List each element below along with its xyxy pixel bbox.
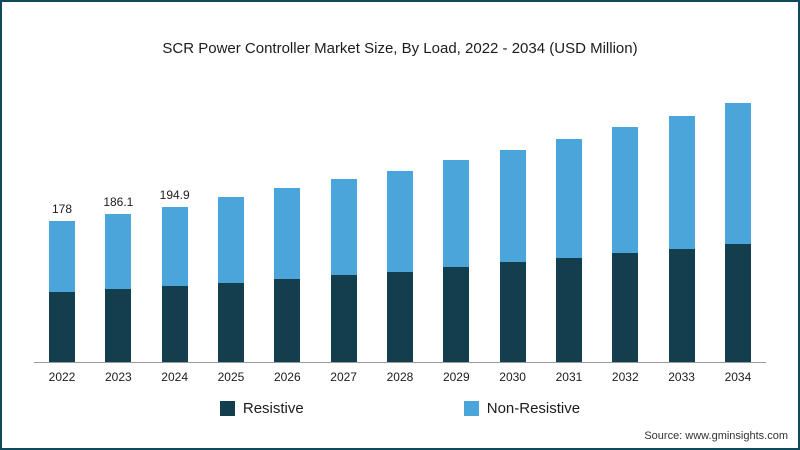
bar-2032 [603,92,647,362]
resistive-segment [161,286,188,362]
non-resistive-segment [217,197,244,283]
plot-area: 178 186.1 194.9 [34,92,766,363]
bar-2024: 194.9 [153,92,197,362]
resistive-segment [330,275,357,362]
non-resistive-segment [274,188,301,279]
bar-2033 [660,92,704,362]
resistive-segment [724,244,751,362]
chart-title: SCR Power Controller Market Size, By Loa… [162,40,638,57]
x-axis-line [34,362,766,363]
resistive-segment [217,283,244,362]
resistive-segment [443,267,470,362]
resistive-segment [386,272,413,362]
resistive-swatch [219,401,235,416]
non-resistive-segment [386,171,413,272]
legend: Resistive Non-Resistive [2,400,798,417]
bar-2034 [716,92,760,362]
bar-2030 [491,92,535,362]
bar-2029 [434,92,478,362]
non-resistive-swatch [463,401,479,416]
non-resistive-segment [612,127,639,253]
bar-2025 [209,92,253,362]
non-resistive-segment [668,116,695,249]
x-tick-2023: 2023 [104,370,132,384]
bar-value-label: 186.1 [103,195,134,209]
bar-2026 [265,92,309,362]
x-tick-2031: 2031 [555,370,583,384]
non-resistive-segment [555,139,582,258]
x-tick-2028: 2028 [386,370,414,384]
resistive-segment [49,292,75,362]
x-tick-2024: 2024 [161,370,188,384]
x-tick-2030: 2030 [499,370,526,384]
bar-2023: 186.1 [96,92,140,362]
non-resistive-segment [443,160,470,267]
resistive-segment [668,249,695,362]
resistive-segment [105,289,132,362]
non-resistive-segment [330,179,357,275]
x-tick-2029: 2029 [442,370,470,384]
bar-2028 [378,92,422,362]
non-resistive-segment [105,214,132,289]
resistive-segment [612,253,639,362]
legend-item-resistive: Resistive [219,400,304,417]
x-tick-2033: 2033 [668,370,695,384]
x-tick-2022: 2022 [48,370,76,384]
bar-value-label: 194.9 [159,188,190,202]
resistive-segment [499,262,526,362]
x-tick-2027: 2027 [330,370,357,384]
legend-item-non-resistive: Non-Resistive [463,400,581,417]
bar-value-label: 178 [51,202,73,216]
x-axis-labels: 2022 2023 2024 2025 2026 2027 2028 2029 2030 2031… [40,370,760,384]
bar-2022: 178 [40,92,84,362]
resistive-segment [274,279,301,362]
bars-container: 178 186.1 194.9 [40,92,760,362]
x-tick-2032: 2032 [611,370,639,384]
non-resistive-segment [49,221,75,292]
x-tick-2025: 2025 [217,370,245,384]
legend-label-resistive: Resistive [242,400,304,417]
source-text: Source: www.gminsights.com [644,430,788,442]
bar-2027 [322,92,366,362]
resistive-segment [555,258,582,362]
legend-label-non-resistive: Non-Resistive [486,400,581,417]
non-resistive-segment [724,103,751,244]
non-resistive-segment [499,150,526,262]
non-resistive-segment [161,207,188,286]
bar-2031 [547,92,591,362]
x-tick-2034: 2034 [724,370,752,384]
x-tick-2026: 2026 [273,370,301,384]
